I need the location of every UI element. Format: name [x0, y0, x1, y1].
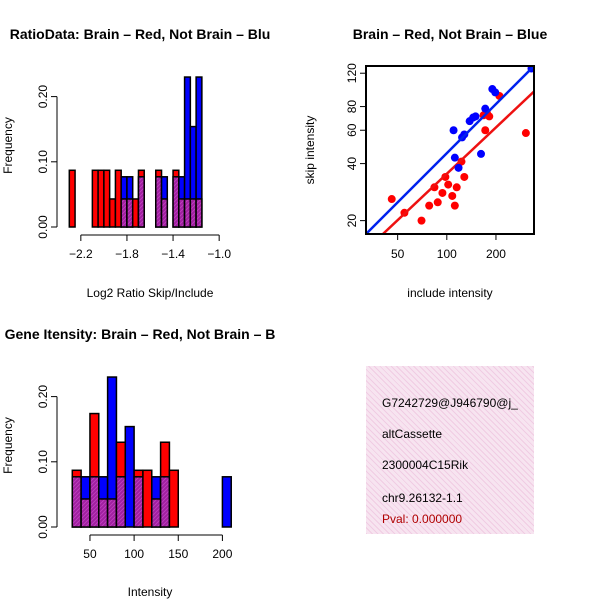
overlap-bar [126, 198, 134, 228]
not-brain-point [449, 126, 458, 135]
brain-point [452, 183, 461, 192]
overlap-bar [195, 198, 203, 228]
x-tick-label: −1.4 [161, 247, 185, 261]
brain-bar [97, 169, 105, 228]
chart-title: RatioData: Brain – Red, Not Brain – Blu [10, 26, 271, 42]
not-brain-bar [221, 476, 232, 528]
y-tick-label: 0.20 [36, 85, 50, 109]
chromosome-location: chr9.26132-1.1 [382, 491, 463, 505]
gene-name: 2300004C15Rik [382, 458, 469, 472]
y-tick-label: 0.00 [36, 515, 50, 539]
brain-point [450, 201, 459, 210]
chart-title: Gene Itensity: Brain – Red, Not Brain – … [5, 326, 276, 342]
overlap-bar [159, 476, 171, 528]
not-brain-point [454, 163, 463, 172]
brain-point [438, 188, 447, 197]
overlap-bar [80, 498, 91, 528]
x-tick-label: −2.2 [69, 247, 93, 261]
not-brain-point [481, 104, 490, 113]
plot-frame [365, 65, 535, 235]
info-panel: G7242729@J946790@j_ altCassette 2300004C… [366, 366, 534, 534]
brain-point [460, 172, 469, 181]
brain-bar [114, 169, 122, 228]
y-tick-label: 40 [345, 157, 359, 171]
y-tick-label: 120 [345, 63, 359, 83]
x-axis-label: include intensity [407, 286, 492, 300]
brain-bar [131, 198, 140, 228]
scatter-panel: 50 100 200 20 40 60 80 120 Brain – Red, Not Brai… [303, 26, 547, 300]
x-tick-label: 50 [83, 547, 97, 561]
event-id: G7242729@J946790@j_ [382, 396, 518, 410]
brain-bar [168, 469, 180, 528]
brain-fit-line [381, 90, 534, 234]
overlap-bar [137, 176, 145, 228]
brain-point [481, 126, 490, 135]
overlap-bar [160, 198, 169, 228]
overlap-bar [89, 476, 100, 528]
y-tick-label: 80 [345, 100, 359, 114]
x-axis-label: Log2 Ratio Skip/Include [87, 286, 214, 300]
overlap-bar [178, 198, 186, 228]
y-axis-label: Frequency [1, 417, 15, 474]
y-tick-label: 0.10 [36, 450, 50, 474]
overlap-bar [106, 498, 118, 528]
overlap-bar [189, 198, 197, 228]
overlap-bar [155, 176, 163, 228]
brain-point [425, 201, 434, 210]
brain-point [444, 180, 453, 189]
not-brain-bar [124, 425, 135, 528]
x-tick-label: −1.0 [207, 247, 231, 261]
brain-bar [103, 169, 111, 228]
x-tick-label: 50 [391, 247, 405, 261]
not-brain-point [471, 112, 480, 121]
scatter-plot-area [366, 66, 534, 234]
event-type: altCassette [382, 427, 443, 441]
x-tick-label: 200 [212, 547, 232, 561]
brain-bar [91, 169, 99, 228]
not-brain-fit-line [366, 66, 534, 234]
chart-title: Brain – Red, Not Brain – Blue [353, 26, 548, 42]
overlap-bar [120, 198, 128, 228]
not-brain-point [450, 153, 459, 162]
ratio-histogram-panel: −2.2 −1.8 −1.4 −1.0 0.00 0.10 0.20 RatioData: B… [1, 26, 270, 300]
y-tick-label: 0.00 [36, 215, 50, 239]
overlap-bar [133, 476, 144, 528]
y-tick-label: 20 [345, 214, 359, 228]
y-axis-label: Frequency [1, 117, 15, 174]
p-value: Pval: 0.000000 [382, 512, 463, 526]
brain-point [448, 191, 457, 200]
overlap-bar [71, 476, 82, 528]
x-axis-label: Intensity [128, 585, 173, 599]
brain-point [417, 216, 426, 225]
brain-point [387, 195, 396, 204]
intensity-histogram-panel: 50 100 150 200 0.00 0.10 0.20 Gene Itensity: Br… [1, 326, 275, 599]
overlap-bar [172, 176, 180, 228]
not-brain-point [477, 149, 486, 158]
x-tick-label: 100 [124, 547, 144, 561]
x-tick-label: −1.8 [115, 247, 139, 261]
brain-bar [68, 169, 76, 228]
brain-bar [142, 469, 153, 528]
x-tick-label: 200 [486, 247, 506, 261]
overlap-bar [98, 498, 109, 528]
y-axis-label: skip intensity [303, 116, 317, 185]
overlap-bar [115, 476, 127, 528]
overlap-bar [151, 498, 162, 528]
x-tick-label: 150 [168, 547, 188, 561]
x-tick-label: 100 [437, 247, 457, 261]
brain-bar [108, 198, 117, 228]
y-tick-label: 0.10 [36, 150, 50, 174]
y-tick-label: 60 [345, 123, 359, 137]
not-brain-point [491, 88, 500, 97]
brain-point [521, 129, 530, 138]
y-tick-label: 0.20 [36, 385, 50, 409]
brain-point [433, 198, 442, 207]
overlap-bar [183, 198, 192, 228]
